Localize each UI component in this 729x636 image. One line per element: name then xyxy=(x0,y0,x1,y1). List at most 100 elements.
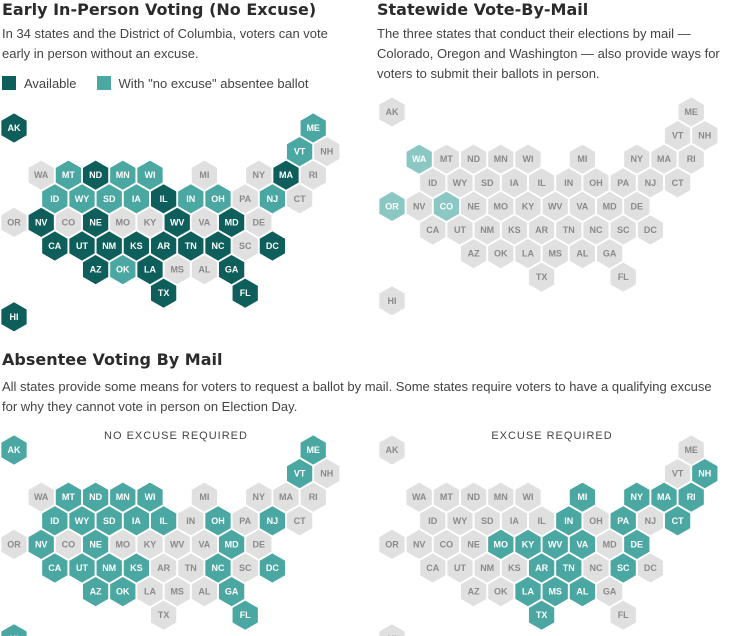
state-hex-shape xyxy=(191,482,218,512)
state-hex-shape xyxy=(624,529,650,559)
state-hex-ne: NE xyxy=(82,529,109,559)
state-hex-pa: PA xyxy=(232,184,258,214)
state-hex-label: MS xyxy=(170,587,184,597)
state-hex-label: ID xyxy=(428,516,438,526)
state-hex-label: MO xyxy=(116,217,131,227)
state-hex-shape xyxy=(447,506,473,536)
state-hex-mi: MI xyxy=(569,144,596,174)
state-hex-ga: GA xyxy=(218,255,245,285)
state-hex-ga: GA xyxy=(218,577,245,607)
state-hex-label: IA xyxy=(510,516,520,526)
state-hex-wa: WA xyxy=(28,482,54,512)
state-hex-pa: PA xyxy=(610,506,636,536)
state-hex-ma: MA xyxy=(651,144,677,174)
state-hex-wv: WV xyxy=(164,207,190,237)
state-hex-shape xyxy=(28,529,54,559)
state-hex-label: VT xyxy=(294,147,306,157)
state-hex-shape xyxy=(678,435,704,465)
state-hex-shape xyxy=(501,215,528,245)
state-hex-label: HI xyxy=(10,634,19,636)
state-hex-mt: MT xyxy=(433,144,460,174)
state-hex-oh: OH xyxy=(583,168,609,198)
state-hex-ut: UT xyxy=(447,553,473,583)
state-hex-label: GA xyxy=(603,587,617,597)
state-hex-shape xyxy=(273,482,299,512)
state-hex-label: AR xyxy=(157,241,170,251)
state-hex-label: OK xyxy=(494,587,508,597)
state-hex-shape xyxy=(406,144,432,174)
state-hex-mt: MT xyxy=(55,482,82,512)
state-hex-wa: WA xyxy=(406,144,432,174)
state-hex-shape xyxy=(542,577,568,607)
state-hex-nm: NM xyxy=(96,553,122,583)
state-hex-label: MS xyxy=(548,249,562,259)
state-hex-shape xyxy=(583,215,609,245)
state-hex-shape xyxy=(191,160,218,190)
state-hex-shape xyxy=(110,207,136,237)
state-hex-shape xyxy=(150,600,177,630)
state-hex-shape xyxy=(110,529,136,559)
state-hex-label: IA xyxy=(510,178,520,188)
state-hex-label: IN xyxy=(564,178,573,188)
state-hex-label: SD xyxy=(103,516,116,526)
state-hex-nc: NC xyxy=(205,231,231,261)
state-hex-shape xyxy=(55,160,82,190)
state-hex-ga: GA xyxy=(596,577,623,607)
state-hex-label: AR xyxy=(157,563,170,573)
state-hex-nm: NM xyxy=(474,553,500,583)
state-hex-label: CO xyxy=(62,539,76,549)
state-hex-label: MA xyxy=(279,170,293,180)
state-hex-shape xyxy=(664,168,691,198)
state-hex-or: OR xyxy=(1,529,27,559)
state-hex-label: CO xyxy=(440,539,454,549)
state-hex-label: NV xyxy=(413,539,426,549)
state-hex-shape xyxy=(150,231,177,261)
state-hex-label: NY xyxy=(253,492,266,502)
state-hex-ok: OK xyxy=(110,255,136,285)
state-hex-ms: MS xyxy=(542,239,568,269)
state-hex-shape xyxy=(164,577,190,607)
state-hex-label: SD xyxy=(103,194,116,204)
state-hex-label: ME xyxy=(684,107,698,117)
state-hex-shape xyxy=(314,137,340,167)
state-hex-label: LA xyxy=(522,249,534,259)
state-hex-label: AR xyxy=(535,225,548,235)
state-hex-label: ME xyxy=(306,445,320,455)
state-hex-label: MI xyxy=(577,154,587,164)
state-hex-al: AL xyxy=(569,577,596,607)
state-hex-shape xyxy=(246,482,272,512)
state-hex-mi: MI xyxy=(191,160,218,190)
state-hex-label: TN xyxy=(185,241,197,251)
state-hex-label: TX xyxy=(536,272,548,282)
state-hex-label: WI xyxy=(145,492,156,502)
state-hex-shape xyxy=(637,553,664,583)
state-hex-shape xyxy=(218,529,245,559)
state-hex-de: DE xyxy=(624,529,650,559)
state-hex-shape xyxy=(300,160,326,190)
state-hex-ok: OK xyxy=(488,239,514,269)
state-hex-ks: KS xyxy=(501,553,528,583)
state-hex-shape xyxy=(259,506,286,536)
legend-label-available: Available xyxy=(24,75,77,91)
absentee-voting-title: Absentee Voting By Mail xyxy=(2,350,223,369)
state-hex-label: WI xyxy=(145,170,156,180)
state-hex-shape xyxy=(137,482,163,512)
state-hex-oh: OH xyxy=(205,506,231,536)
state-hex-shape xyxy=(137,207,163,237)
state-hex-shape xyxy=(651,482,677,512)
state-hex-label: CT xyxy=(672,178,684,188)
state-hex-ny: NY xyxy=(624,144,650,174)
state-hex-mt: MT xyxy=(55,160,82,190)
state-hex-md: MD xyxy=(596,529,623,559)
state-hex-hi: HI xyxy=(1,624,27,636)
state-hex-ne: NE xyxy=(460,529,487,559)
state-hex-label: IN xyxy=(186,194,195,204)
state-hex-label: DE xyxy=(253,217,266,227)
state-hex-label: MA xyxy=(657,154,671,164)
state-hex-label: NH xyxy=(320,469,333,479)
state-hex-tx: TX xyxy=(150,278,177,308)
state-hex-label: MT xyxy=(62,492,75,502)
state-hex-shape xyxy=(624,144,650,174)
state-hex-label: MA xyxy=(279,492,293,502)
state-hex-shape xyxy=(596,191,623,221)
